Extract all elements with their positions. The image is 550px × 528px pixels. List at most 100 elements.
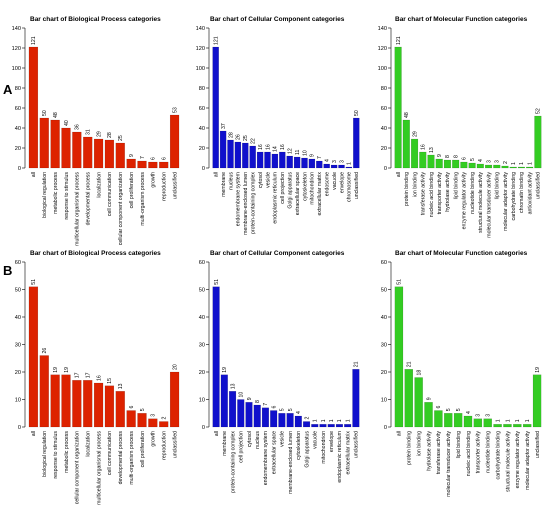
- bar-all: [394, 46, 402, 169]
- bar-cytosol: [256, 151, 264, 169]
- category-label: nucleus: [228, 172, 234, 190]
- category-label: endoplasmic reticulum: [337, 431, 343, 483]
- category-label: lipid binding: [456, 431, 462, 459]
- bar-nucleic-acid-binding: [427, 154, 435, 169]
- category-label: molecular transducer activity: [446, 431, 452, 497]
- category-label: extracellular space: [271, 431, 277, 474]
- y-tick-label: 140: [12, 26, 21, 32]
- value-label: 8: [453, 155, 459, 158]
- bar-cytoskeleton: [301, 157, 308, 169]
- value-label: 13: [429, 147, 435, 153]
- bar-carbohydrate-binding: [493, 424, 502, 428]
- value-label: 6: [162, 157, 168, 160]
- category-label: all: [31, 172, 37, 177]
- y-tick-label: 60: [199, 106, 205, 112]
- category-label: developmental process: [118, 431, 124, 485]
- value-label: 9: [247, 397, 253, 400]
- value-label: 17: [86, 372, 92, 378]
- bar-reproduction: [159, 421, 169, 428]
- y-tick-label: 30: [15, 343, 21, 349]
- chart-b-cellular-component: Bar chart of Cellular Component categori…: [199, 250, 360, 494]
- bar-cellular-component-organization: [72, 380, 82, 428]
- value-label: 2: [304, 417, 310, 420]
- value-label: 6: [129, 406, 135, 409]
- panel-label-a: A: [3, 82, 13, 97]
- bar-mitochondrion: [308, 158, 316, 169]
- category-label: envelope: [339, 172, 345, 193]
- y-tick-label: 60: [15, 260, 21, 266]
- bar-hydrolase-activity: [424, 402, 433, 428]
- chart-title: Bar chart of Cellular Component categori…: [210, 250, 345, 257]
- category-label: vacuole: [332, 172, 338, 190]
- category-label: nucleic acid binding: [429, 172, 435, 217]
- bar-growth: [148, 161, 158, 169]
- category-label: endosome: [325, 172, 331, 196]
- value-label: 19: [64, 367, 70, 373]
- value-label: 48: [404, 112, 410, 118]
- bar-all: [28, 46, 39, 169]
- bar-cell-projection: [237, 399, 245, 428]
- bar-envelope: [327, 424, 335, 428]
- category-label: antioxidant activity: [527, 172, 533, 215]
- value-label: 37: [221, 123, 227, 129]
- bar-endoplasmic-reticulum: [335, 424, 343, 428]
- category-label: unclassified: [172, 172, 178, 199]
- category-label: protein binding: [404, 172, 410, 206]
- bar-molecular-transducer-activity: [444, 413, 453, 428]
- bar-chromosome: [345, 166, 353, 169]
- y-tick-label: 40: [15, 126, 21, 132]
- y-tick-label: 20: [199, 146, 205, 152]
- chart-title: Bar chart of Molecular Function categori…: [395, 250, 528, 257]
- value-label: 3: [486, 414, 492, 417]
- category-label: hydrolase activity: [445, 172, 451, 212]
- category-label: vesicle: [280, 431, 286, 447]
- bar-transporter-activity: [435, 158, 443, 169]
- category-label: ion binding: [412, 172, 418, 197]
- bar-transporter-activity: [473, 418, 483, 428]
- category-label: all: [396, 172, 402, 177]
- bar-unclassified: [534, 115, 542, 169]
- category-label: vacuole: [313, 431, 319, 449]
- chart-title: Bar chart of Molecular Function categori…: [395, 16, 528, 23]
- category-label: lipid binding: [495, 172, 501, 200]
- y-tick-label: 20: [381, 370, 387, 376]
- category-label: transferase activity: [421, 172, 427, 216]
- bar-lipid-binding: [493, 164, 501, 169]
- value-label: 29: [96, 131, 102, 137]
- bar-biological-regulation: [39, 117, 49, 169]
- bar-all: [212, 286, 220, 428]
- category-label: multi-organism process: [140, 172, 146, 226]
- bar-cytosol: [245, 402, 253, 428]
- bar-golgi-apparatus: [303, 421, 311, 428]
- value-label: 7: [317, 156, 323, 159]
- category-label: multi-organism process: [129, 431, 135, 485]
- category-label: unclassified: [354, 172, 360, 199]
- value-label: 14: [273, 146, 279, 152]
- bar-enzyme-regulator-activity: [460, 161, 468, 169]
- value-label: 1: [525, 419, 531, 422]
- value-label: 5: [456, 408, 462, 411]
- category-label: carbohydrate binding: [511, 172, 517, 221]
- bar-cell-projection: [279, 151, 286, 169]
- category-label: reproduction: [162, 172, 168, 201]
- category-label: cellular component organization: [118, 172, 124, 245]
- bar-endomembrane-system: [261, 407, 269, 428]
- bar-vesicle: [264, 151, 271, 169]
- category-label: nucleic acid binding: [466, 431, 472, 476]
- value-label: 29: [412, 131, 418, 137]
- value-label: 20: [172, 364, 178, 370]
- bar-cell-communication: [104, 139, 115, 169]
- category-label: cell proliferation: [129, 172, 135, 208]
- bar-cellular-component-organization: [115, 142, 125, 169]
- bar-structural-molecule-activity: [503, 424, 512, 428]
- bar-nucleotide-binding: [483, 418, 492, 428]
- value-label: 121: [31, 36, 37, 45]
- value-label: 1: [515, 419, 521, 422]
- category-label: unclassified: [536, 172, 542, 199]
- category-label: metabolic process: [53, 172, 59, 214]
- y-tick-label: 0: [18, 166, 21, 172]
- bar-membrane-enclosed-lumen: [242, 142, 249, 169]
- category-label: Golgi apparatus: [288, 172, 294, 209]
- category-label: reproduction: [162, 431, 168, 460]
